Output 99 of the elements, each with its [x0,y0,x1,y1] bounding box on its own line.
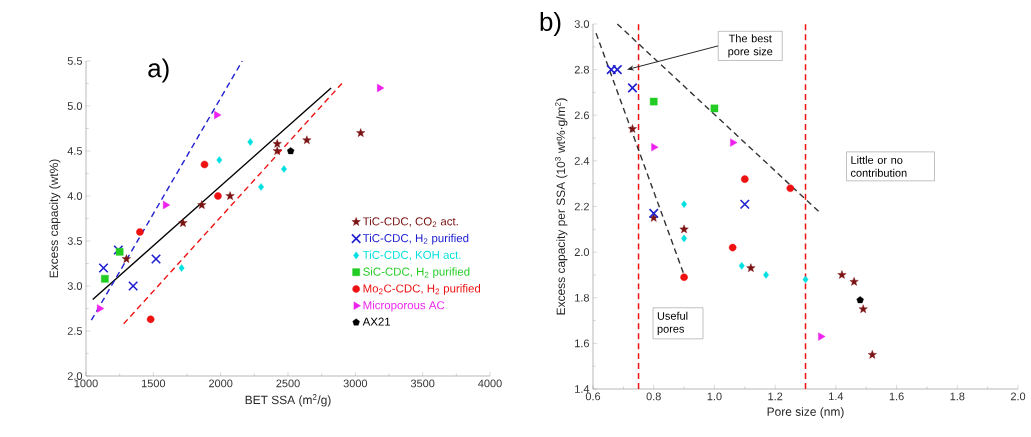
point [681,200,687,208]
point [197,200,207,209]
point [746,263,756,272]
point [115,248,124,256]
x-tick-label: 0.6 [585,392,601,401]
point [146,315,155,324]
point [730,138,738,147]
x-tick-label: 1.4 [829,392,844,401]
x-tick-label: 1000 [74,379,98,388]
point [858,304,868,313]
annotation: The best pore size [728,34,773,58]
legend-label: SiC-CDC, H$_{2}$ purified [363,267,470,278]
y-tick-label: 3.0 [574,20,590,28]
y-tick-label: 2.6 [574,111,589,120]
point [741,175,749,183]
y-axis-title: Excess capacity per SSA (10$^{3}$ wt%·g/m$^{2}$) [555,98,568,315]
point [849,277,859,286]
y-tick-label: 3.0 [67,282,83,290]
point [151,253,162,265]
point [738,262,745,270]
point [867,350,877,359]
point [651,143,659,152]
y-tick-label: 1.6 [575,339,589,348]
point [225,191,235,200]
point [728,243,737,252]
point [101,275,109,283]
x-tick-label: 4000 [478,379,502,388]
point [302,135,312,145]
legend-label: AX21 [362,317,391,326]
legend-label: TiC-CDC, H$_{2}$ purified [362,233,469,245]
point [214,192,222,200]
x-tick-label: 1.8 [950,392,965,401]
point [258,183,264,191]
point [648,208,659,219]
point [247,138,254,146]
legend-label: Mo$_{2}$C-CDC, H$_{2}$ purified [363,284,481,295]
x-tick-label: 2500 [276,379,300,388]
point [377,83,385,93]
point [802,275,809,284]
point [216,156,223,164]
point [763,271,769,279]
point [200,160,209,169]
point [628,124,637,133]
y-tick-label: 1.4 [575,385,590,393]
legend-label: Microporous AC [363,300,445,312]
y-tick-label: 1.8 [575,293,589,302]
point [281,165,287,173]
legend-label: TiC-CDC, CO$_{2}$ act. [362,217,458,228]
point [178,218,188,227]
y-tick-label: 2.0 [574,248,590,257]
y-tick-label: 4.5 [67,147,83,155]
x-axis-title: Pore size (nm) [767,407,844,419]
point [98,262,109,274]
point [680,273,688,281]
y-tick-label: 2.4 [574,157,590,165]
point [272,139,282,148]
y-tick-label: 2.5 [67,327,83,335]
point [710,104,719,113]
point [121,254,131,263]
point [272,146,282,155]
point [856,296,864,304]
point [178,264,185,272]
x-tick-label: 1.0 [707,392,722,401]
point [837,270,847,279]
chart-title: a) [148,58,169,83]
point [136,228,144,236]
legend-label: TiC-CDC, KOH act. [362,250,461,261]
y-axis-title: Excess capacity (wt%) [49,159,61,278]
x-tick-label: 1500 [141,379,166,388]
x-axis-title: BET SSA (m$^{2}$/g) [245,394,331,407]
point [627,82,638,93]
x-tick-label: 3000 [343,379,368,388]
y-tick-label: 4.0 [67,192,83,200]
x-tick-label: 2.0 [1010,392,1026,401]
annotation: Little or no contribution [850,155,907,177]
point [287,147,295,155]
point [356,128,366,137]
x-tick-label: 1.2 [768,392,783,401]
x-tick-label: 1.6 [889,392,904,401]
y-tick-label: 2.8 [574,65,589,74]
y-tick-label: 2.2 [574,202,589,211]
point [818,332,826,341]
point [214,110,222,120]
y-tick-label: 2.0 [67,372,83,380]
y-tick-label: 3.5 [67,237,83,245]
chart-title: b) [540,11,561,37]
x-tick-label: 2000 [209,379,233,388]
point [679,224,689,234]
x-tick-label: 3500 [410,379,435,388]
point [97,304,105,313]
y-tick-label: 5.5 [67,57,83,65]
point [786,184,795,193]
point [163,200,171,210]
point [739,199,750,210]
annotation: Useful pores [657,311,688,335]
x-tick-label: 0.8 [646,392,661,401]
point [649,97,658,106]
point [128,280,139,292]
y-tick-label: 5.0 [67,102,83,110]
